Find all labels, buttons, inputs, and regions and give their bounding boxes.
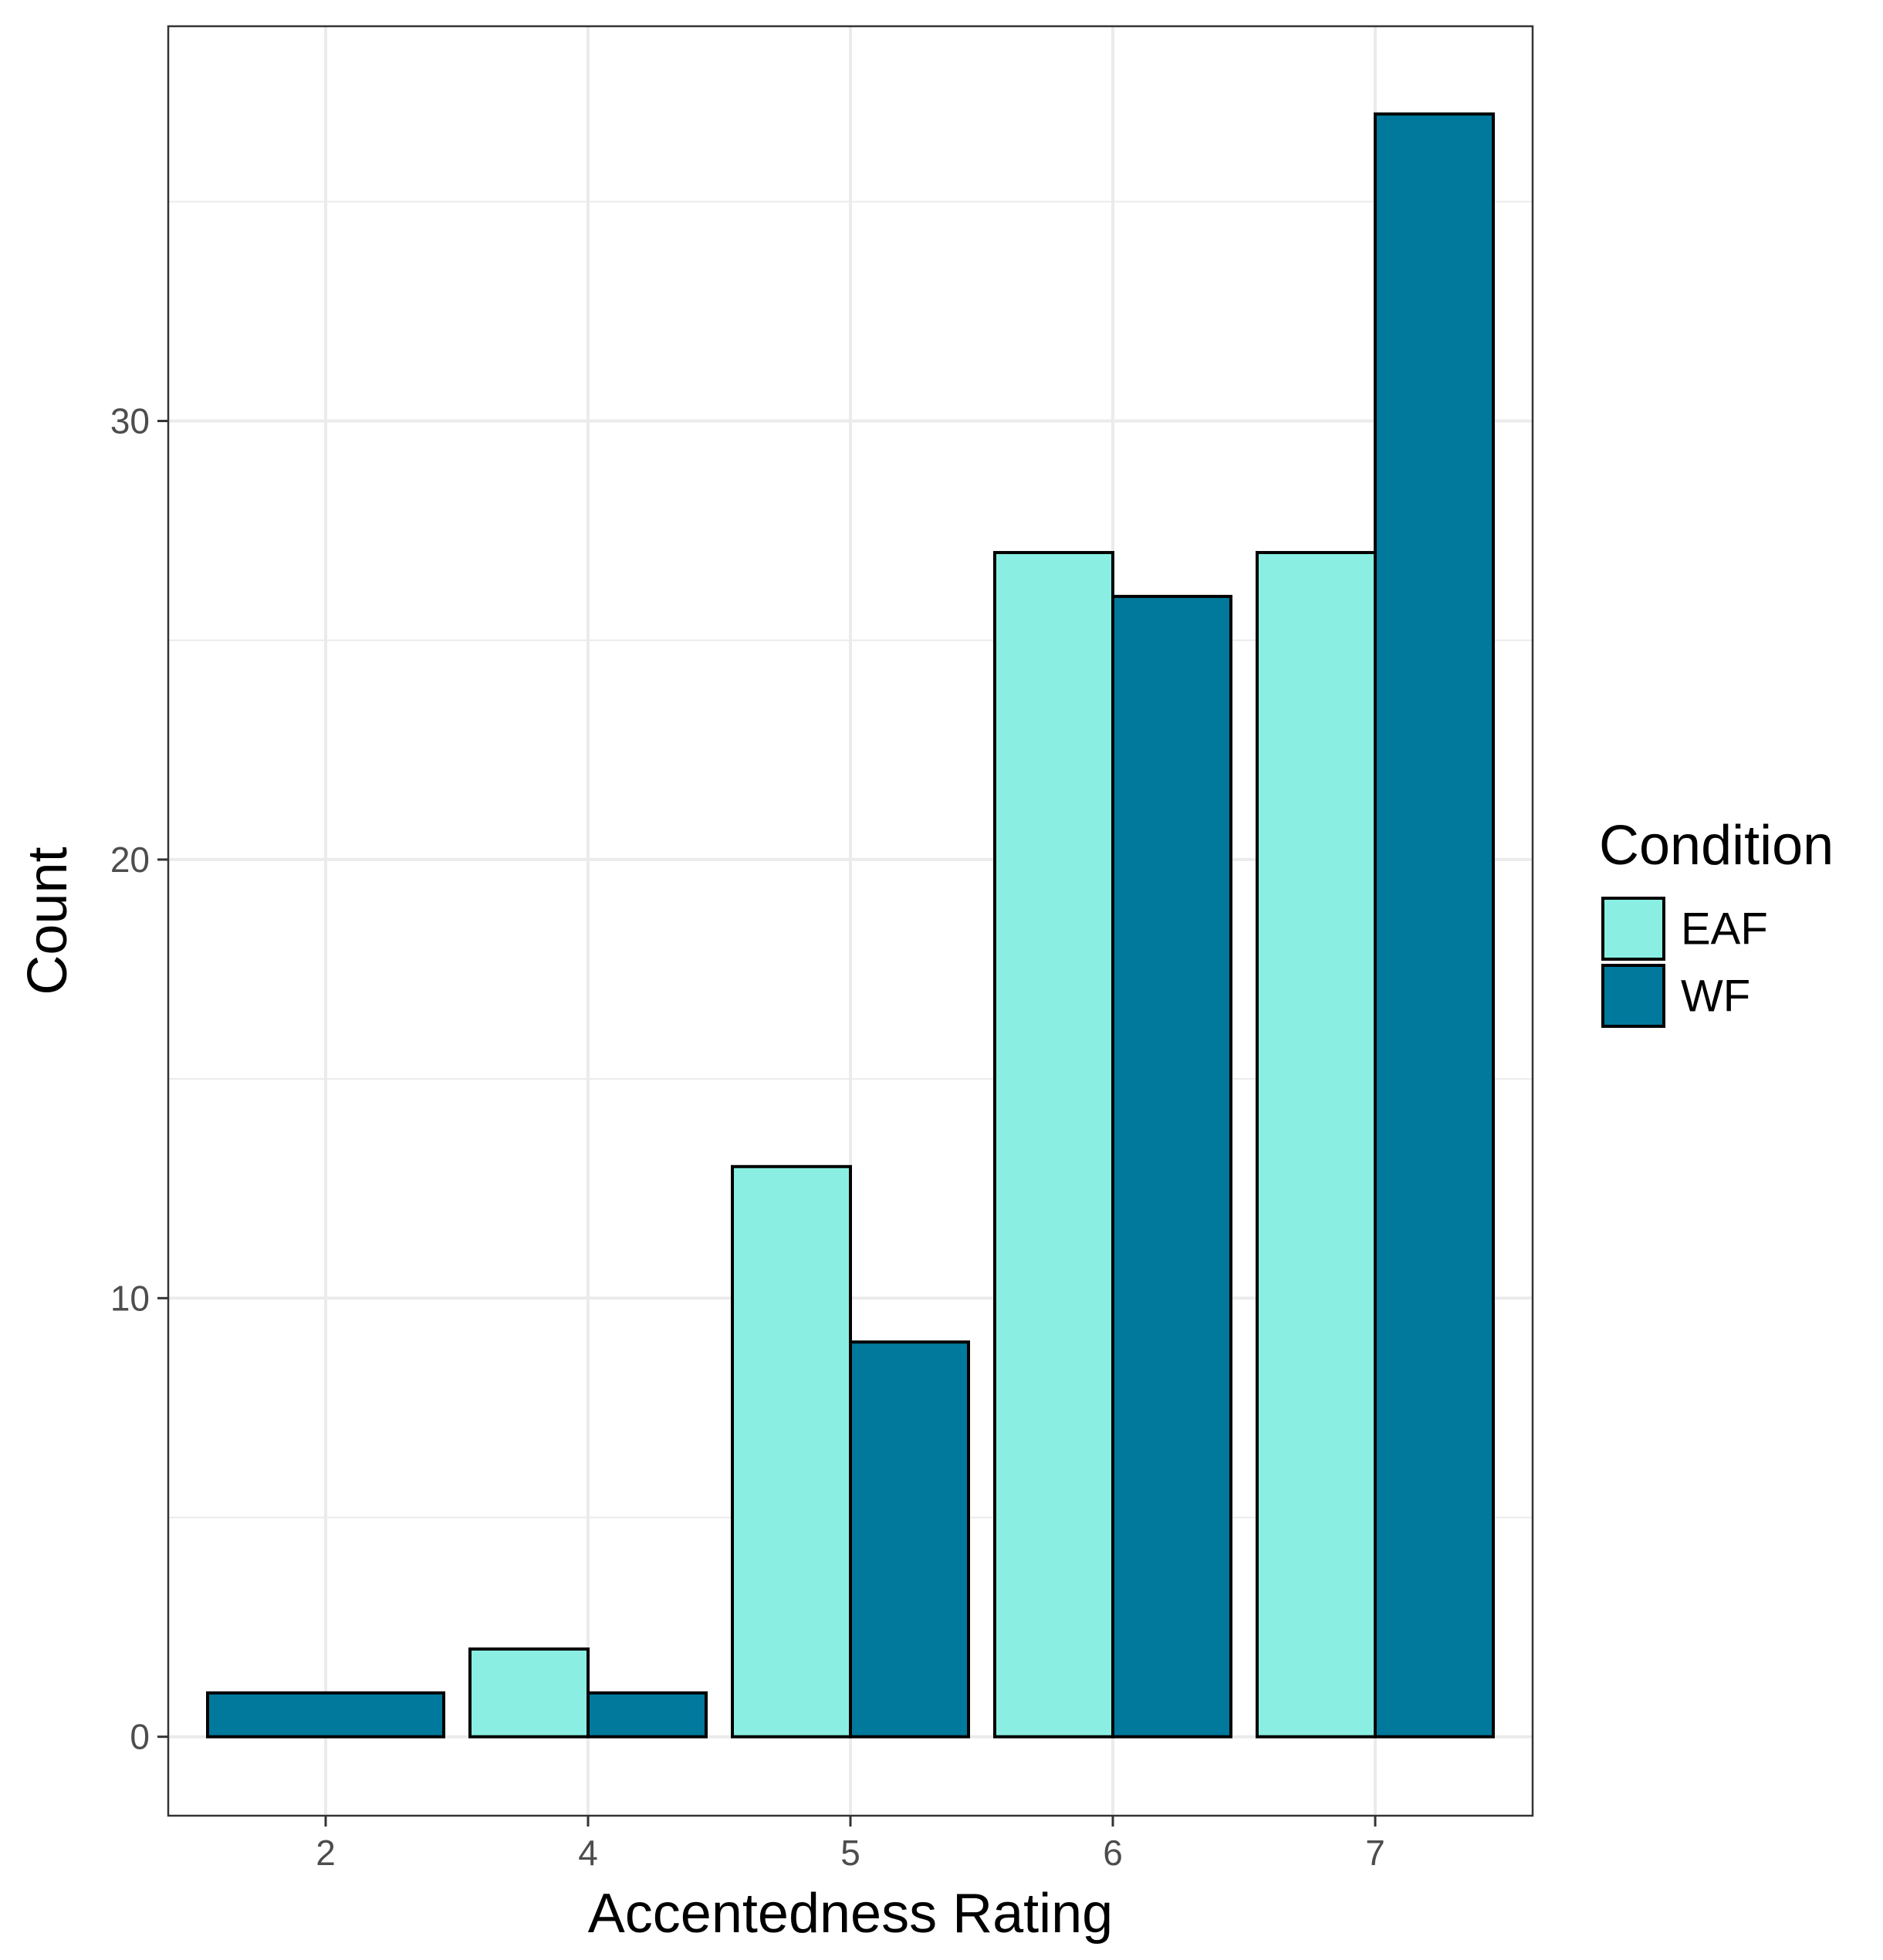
axis-layer: 0 10 20 30 2 4 5 6 7 — [110, 401, 1385, 1873]
y-tick-label: 30 — [110, 401, 150, 441]
bars-layer — [206, 112, 1495, 1739]
bar-wf-7 — [1374, 112, 1495, 1739]
y-axis-title: Count — [17, 847, 79, 995]
bar-eaf-6 — [993, 551, 1114, 1739]
bar-eaf-5 — [731, 1164, 852, 1739]
bar-wf-6 — [1111, 594, 1232, 1739]
bar-eaf-7 — [1256, 551, 1377, 1739]
y-tick-label: 20 — [110, 840, 150, 880]
legend-key-eaf — [1601, 897, 1665, 961]
legend-title: Condition — [1599, 815, 1834, 877]
legend-label-eaf: EAF — [1681, 904, 1768, 955]
legend: Condition EAF WF — [1599, 815, 1834, 1028]
x-tick-label: 2 — [316, 1833, 336, 1873]
legend-key-wf — [1601, 964, 1665, 1028]
bar-eaf-4 — [468, 1647, 590, 1739]
x-tick-label: 5 — [840, 1833, 860, 1873]
bar-wf-4 — [587, 1691, 708, 1739]
bar-wf-5 — [849, 1340, 970, 1739]
x-tick-label: 6 — [1103, 1833, 1123, 1873]
x-tick-label: 7 — [1365, 1833, 1385, 1873]
x-axis-title: Accentedness Rating — [588, 1883, 1113, 1945]
y-tick-label: 10 — [110, 1278, 150, 1318]
bar-wf-2 — [206, 1691, 445, 1739]
legend-label-wf: WF — [1681, 972, 1750, 1022]
y-tick-label: 0 — [130, 1717, 150, 1757]
x-tick-label: 4 — [578, 1833, 598, 1873]
